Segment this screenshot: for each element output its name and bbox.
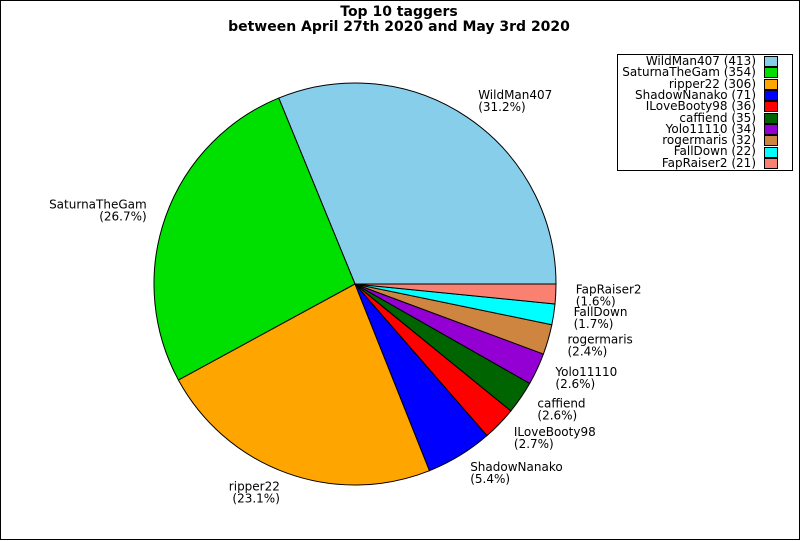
- pie-label-FapRaiser2: FapRaiser2 (1.6%): [576, 283, 642, 309]
- legend-color-swatch-icon: [764, 56, 778, 68]
- pie-slice-WildMan407: [278, 82, 557, 285]
- legend-color-swatch-icon: [764, 123, 778, 135]
- chart-title-line2: between April 27th 2020 and May 3rd 2020: [228, 19, 570, 35]
- legend-item-ShadowNanako: ShadowNanako (71): [618, 87, 792, 102]
- legend-item-label: FapRaiser2 (21): [661, 155, 756, 170]
- pie-label-FallDown: FallDown (1.7%): [574, 305, 628, 331]
- legend-color-swatch-icon: [764, 67, 778, 79]
- pie-label-ripper22: ripper22 (23.1%): [229, 480, 280, 506]
- legend-color-swatch-icon: [764, 101, 778, 113]
- legend-color-swatch-icon: [764, 90, 778, 102]
- pie-label-rogermaris: rogermaris (2.4%): [568, 333, 633, 359]
- legend-color-swatch-icon: [764, 135, 778, 147]
- pie-label-SaturnaTheGam: SaturnaTheGam (26.7%): [49, 197, 147, 223]
- pie-slice-SaturnaTheGam: [153, 97, 356, 381]
- legend-item-label: WildMan407 (413): [645, 54, 756, 69]
- pie-label-WildMan407: WildMan407 (31.2%): [478, 88, 552, 114]
- legend-item-FapRaiser2: FapRaiser2 (21): [618, 155, 792, 170]
- legend-color-swatch-icon: [764, 112, 778, 124]
- legend-item-WildMan407: WildMan407 (413): [618, 54, 792, 69]
- legend-item-rogermaris: rogermaris (32): [618, 133, 792, 148]
- pie-label-Yolo11110: Yolo11110 (2.6%): [554, 365, 617, 391]
- legend-item-label: ripper22 (306): [668, 76, 756, 91]
- legend-item-ILoveBooty98: ILoveBooty98 (36): [618, 99, 792, 114]
- legend-item-label: Yolo11110 (34): [665, 121, 756, 136]
- legend-item-FallDown: FallDown (22): [618, 144, 792, 159]
- legend-item-label: caffiend (35): [679, 110, 756, 125]
- chart-title-line1: Top 10 taggers: [340, 4, 458, 20]
- legend-item-label: rogermaris (32): [662, 133, 756, 148]
- legend-item-label: ILoveBooty98 (36): [645, 99, 756, 114]
- pie-label-caffiend: caffiend (2.6%): [537, 396, 585, 422]
- pie-label-ILoveBooty98: ILoveBooty98 (2.7%): [514, 425, 596, 451]
- legend-color-swatch-icon: [764, 157, 778, 169]
- pie-slice-FapRaiser2: [354, 283, 557, 305]
- legend-color-swatch-icon: [764, 78, 778, 90]
- legend-item-caffiend: caffiend (35): [618, 110, 792, 125]
- chart-title: Top 10 taggers between April 27th 2020 a…: [1, 5, 797, 35]
- legend-item-Yolo11110: Yolo11110 (34): [618, 121, 792, 136]
- legend-item-label: ShadowNanako (71): [635, 87, 756, 102]
- pie-slice-ripper22: [177, 283, 431, 486]
- legend-item-label: FallDown (22): [673, 144, 756, 159]
- legend-item-ripper22: ripper22 (306): [618, 76, 792, 91]
- legend-color-swatch-icon: [764, 146, 778, 158]
- legend-item-SaturnaTheGam: SaturnaTheGam (354): [618, 65, 792, 80]
- legend-box: WildMan407 (413) SaturnaTheGam (354) rippe…: [617, 54, 793, 171]
- legend-item-label: SaturnaTheGam (354): [622, 65, 756, 80]
- pie-label-ShadowNanako: ShadowNanako (5.4%): [470, 460, 563, 486]
